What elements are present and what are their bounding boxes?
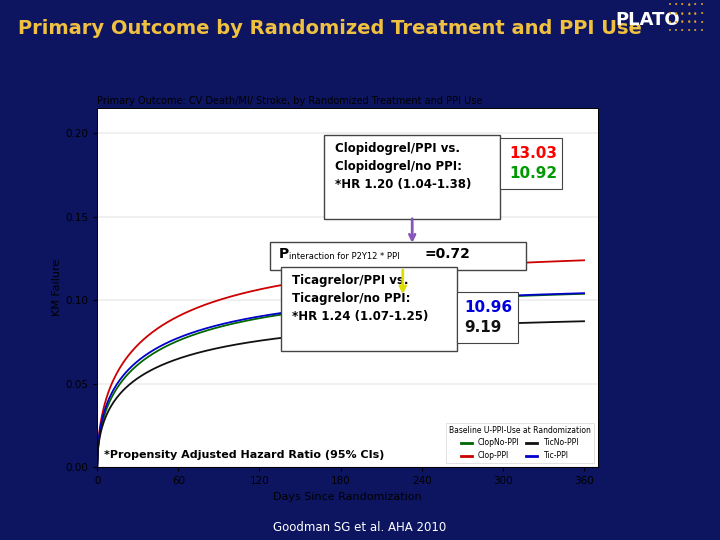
Text: •: • bbox=[674, 19, 678, 26]
Text: •: • bbox=[700, 19, 704, 26]
Text: •: • bbox=[674, 10, 678, 18]
Text: •: • bbox=[667, 19, 672, 26]
Text: 10.92: 10.92 bbox=[510, 166, 558, 181]
Text: Clopidogrel/PPI vs.
Clopidogrel/no PPI:
*HR 1.20 (1.04-1.38): Clopidogrel/PPI vs. Clopidogrel/no PPI: … bbox=[335, 142, 471, 191]
Text: •: • bbox=[680, 28, 685, 35]
Text: •: • bbox=[680, 10, 685, 18]
Y-axis label: KM Failure: KM Failure bbox=[53, 259, 62, 316]
Text: •: • bbox=[700, 28, 704, 35]
Text: •: • bbox=[693, 28, 698, 35]
Text: •: • bbox=[693, 10, 698, 18]
Text: •: • bbox=[693, 2, 698, 9]
Text: •: • bbox=[680, 18, 685, 27]
Text: P: P bbox=[279, 247, 289, 261]
Legend: ClopNo-PPI, Clop-PPI, TicNo-PPI, Tic-PPI: ClopNo-PPI, Clop-PPI, TicNo-PPI, Tic-PPI bbox=[446, 422, 594, 463]
Text: 13.03: 13.03 bbox=[510, 146, 558, 161]
Text: •: • bbox=[687, 28, 691, 35]
Text: •: • bbox=[700, 11, 704, 17]
Text: •: • bbox=[687, 1, 691, 10]
Text: Primary Outcome: CV Death/MI/ Stroke, by Randomized Treatment and PPI Use: Primary Outcome: CV Death/MI/ Stroke, by… bbox=[97, 96, 482, 106]
Text: •: • bbox=[667, 2, 672, 9]
Text: 9.19: 9.19 bbox=[464, 320, 502, 335]
Text: 10.96: 10.96 bbox=[464, 300, 513, 315]
Text: Primary Outcome by Randomized Treatment and PPI Use: Primary Outcome by Randomized Treatment … bbox=[18, 19, 642, 38]
Text: PLATO: PLATO bbox=[616, 11, 680, 29]
Text: •: • bbox=[687, 18, 691, 27]
Text: •: • bbox=[667, 28, 672, 35]
Text: •: • bbox=[687, 10, 691, 18]
Text: Goodman SG et al. AHA 2010: Goodman SG et al. AHA 2010 bbox=[274, 521, 446, 534]
Text: •: • bbox=[674, 28, 678, 35]
X-axis label: Days Since Randomization: Days Since Randomization bbox=[273, 492, 422, 502]
Text: •: • bbox=[674, 2, 678, 9]
Text: *Propensity Adjusted Hazard Ratio (95% CIs): *Propensity Adjusted Hazard Ratio (95% C… bbox=[104, 450, 384, 461]
Text: •: • bbox=[680, 2, 685, 9]
Text: =0.72: =0.72 bbox=[425, 247, 471, 261]
Text: interaction for P2Y12 * PPI: interaction for P2Y12 * PPI bbox=[289, 252, 400, 261]
Text: •: • bbox=[667, 11, 672, 17]
Text: •: • bbox=[693, 18, 698, 27]
Text: Ticagrelor/PPI vs.
Ticagrelor/no PPI:
*HR 1.24 (1.07-1.25): Ticagrelor/PPI vs. Ticagrelor/no PPI: *H… bbox=[292, 274, 428, 323]
Text: •: • bbox=[700, 2, 704, 9]
